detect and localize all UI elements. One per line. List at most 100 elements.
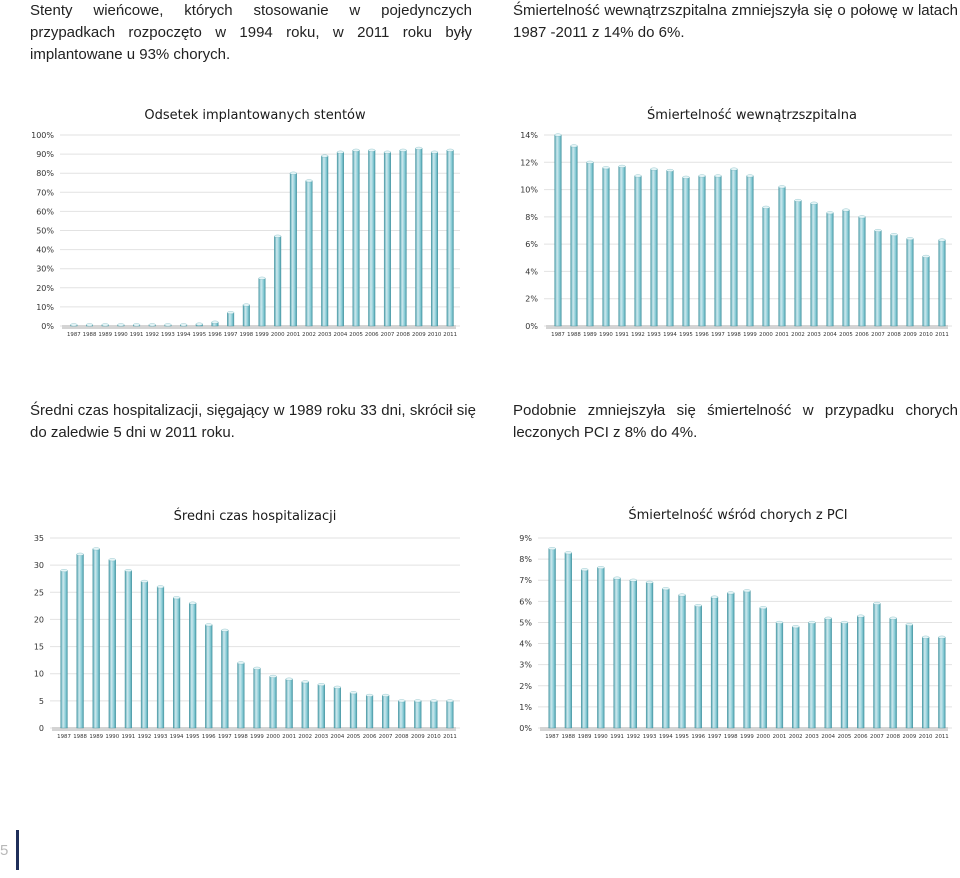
bar	[205, 624, 213, 729]
bar	[743, 590, 751, 729]
x-tick-label: 2003	[314, 734, 328, 740]
x-tick-label: 2009	[412, 332, 426, 338]
bar	[242, 304, 250, 327]
bar-cap	[746, 174, 754, 178]
x-tick-label: 1988	[73, 734, 87, 740]
bar	[336, 151, 344, 327]
x-tick-label: 2011	[443, 734, 457, 740]
x-tick-label: 2002	[789, 734, 803, 740]
bar-cap	[710, 595, 719, 599]
bar	[60, 570, 68, 729]
x-tick-label: 2005	[349, 332, 363, 338]
bar-cap	[414, 699, 422, 703]
bar	[321, 155, 329, 327]
y-tick-label: 12%	[520, 158, 538, 167]
x-tick-label: 1996	[208, 332, 222, 338]
bar	[645, 582, 654, 729]
bar-cap	[826, 211, 834, 215]
bar-cap	[890, 233, 898, 237]
y-tick-label: 14%	[520, 131, 538, 140]
x-tick-label: 1999	[255, 332, 269, 338]
bar	[221, 630, 229, 729]
x-tick-label: 1989	[578, 734, 592, 740]
x-tick-label: 1989	[583, 332, 597, 338]
y-tick-label: 8%	[525, 213, 538, 222]
bar	[285, 678, 293, 729]
x-tick-label: 1996	[695, 332, 709, 338]
bar	[857, 615, 865, 729]
bar-cap	[305, 179, 313, 183]
x-tick-label: 2002	[791, 332, 805, 338]
bar-cap	[301, 680, 309, 684]
bar	[274, 236, 282, 327]
x-tick-label: 2010	[919, 734, 933, 740]
x-tick-label: 1997	[224, 332, 238, 338]
x-tick-label: 1992	[631, 332, 645, 338]
bar-cap	[242, 303, 250, 307]
x-tick-label: 2004	[331, 734, 345, 740]
bar-cap	[618, 164, 626, 168]
y-tick-label: 10%	[36, 303, 54, 312]
x-tick-label: 1988	[562, 734, 576, 740]
bar	[906, 238, 914, 327]
bar	[548, 548, 556, 729]
y-tick-label: 6%	[519, 597, 532, 606]
bar	[842, 209, 850, 327]
x-tick-label: 2008	[396, 332, 410, 338]
bar-cap	[164, 323, 172, 327]
chart-pci-mortality: Śmiertelność wśród chorych z PCI 0% 1% 2% 3%…	[519, 507, 952, 740]
bar	[840, 622, 849, 729]
bar-cap	[808, 620, 816, 624]
y-tick-label: 10%	[520, 186, 538, 195]
bar-cap	[189, 601, 197, 605]
bar	[124, 570, 132, 729]
bar	[258, 278, 266, 327]
bar	[352, 150, 360, 327]
bar-cap	[92, 547, 100, 551]
y-tick-label: 30%	[36, 265, 54, 274]
chart-stent-rate: Odsetek implantowanych stentów 0% 10% 20% 30…	[31, 108, 460, 338]
x-tick-label: 1993	[643, 734, 657, 740]
bar	[905, 624, 914, 729]
chart-title: Śmiertelność wewnątrzszpitalna	[647, 107, 857, 123]
x-tick-label: 1998	[724, 734, 738, 740]
x-tick-label: 2003	[807, 332, 821, 338]
x-tick-label: 1994	[170, 734, 184, 740]
x-tick-label: 1990	[594, 734, 608, 740]
chart-title: Śmiertelność wśród chorych z PCI	[628, 507, 847, 523]
bar	[662, 588, 670, 729]
bar	[938, 239, 946, 327]
bar	[227, 312, 235, 327]
x-tick-label: 2008	[395, 734, 409, 740]
y-tick-label: 7%	[519, 576, 532, 585]
y-tick-label: 2%	[525, 295, 538, 304]
y-tick-label: 3%	[519, 661, 532, 670]
x-tick-label: 2010	[427, 734, 441, 740]
bar-cap	[101, 323, 109, 327]
bar-cap	[634, 174, 642, 178]
x-tick-label: 2003	[318, 332, 332, 338]
y-tick-label: 2%	[519, 682, 532, 691]
x-tick-label: 1992	[145, 332, 159, 338]
bar-cap	[173, 596, 181, 600]
x-tick-label: 1999	[740, 734, 754, 740]
x-tick-label: 2004	[821, 734, 835, 740]
x-tick-label: 1989	[98, 332, 112, 338]
chart-floor	[52, 727, 456, 731]
bar-cap	[662, 587, 670, 591]
bar-cap	[430, 699, 438, 703]
x-tick-label: 2009	[903, 734, 917, 740]
bar-cap	[211, 320, 219, 324]
bar	[368, 150, 376, 327]
y-tick-label: 9%	[519, 534, 532, 543]
x-tick-label: 1991	[130, 332, 144, 338]
x-tick-label: 1990	[105, 734, 119, 740]
bar	[618, 166, 626, 327]
bar-cap	[258, 276, 266, 280]
bar	[826, 212, 834, 327]
bar-cap	[269, 674, 277, 678]
bar-cap	[349, 691, 358, 695]
bar	[714, 175, 722, 327]
bar	[682, 177, 690, 327]
bar	[874, 230, 882, 327]
